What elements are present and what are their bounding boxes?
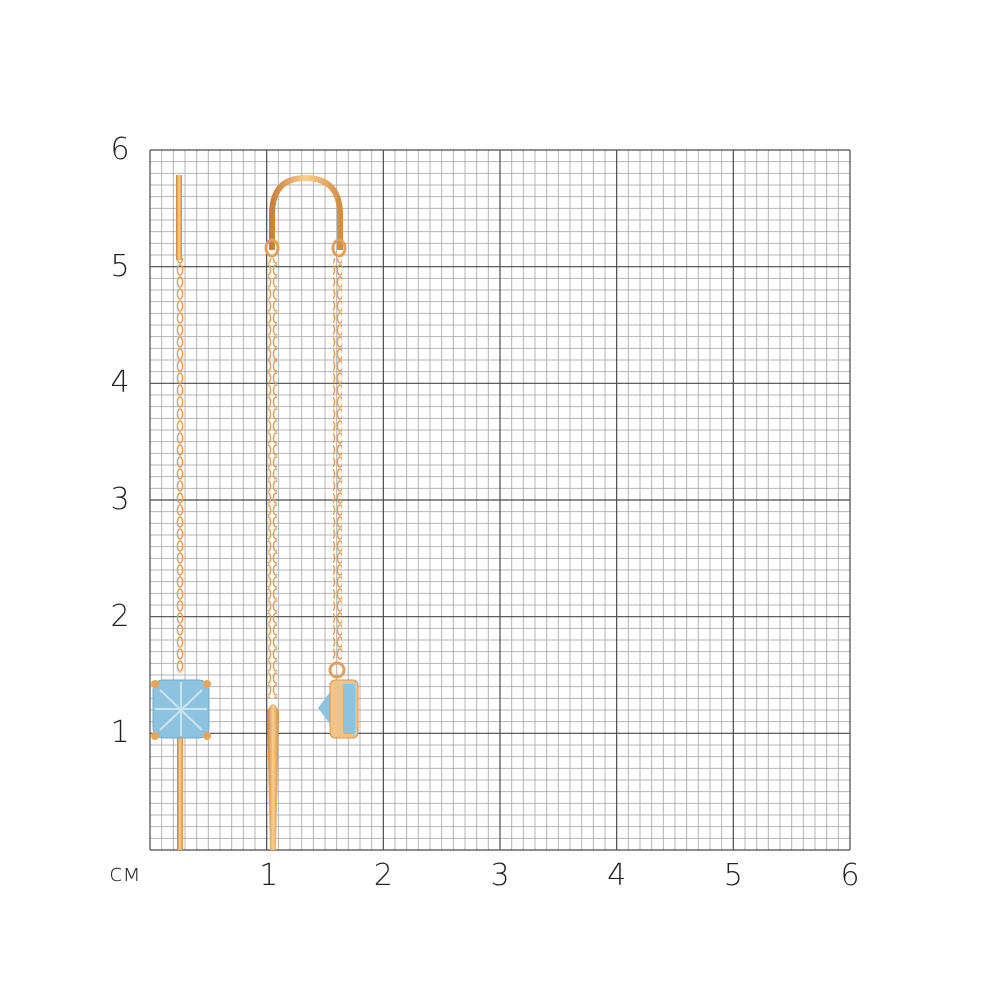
x-axis-tick-label: 6 (840, 858, 860, 893)
y-axis-tick-label: 1 (110, 715, 130, 751)
side-topaz-stone (318, 679, 359, 739)
unit-label: см (109, 859, 141, 887)
right-earring (264, 174, 359, 850)
x-axis-tick-label: 2 (373, 858, 393, 893)
x-axis-tick-label: 4 (607, 858, 627, 893)
x-axis-tick-label: 3 (490, 858, 510, 893)
y-axis-tick-label: 6 (110, 132, 130, 167)
x-axis-tick-label: 5 (723, 858, 743, 893)
x-axis-tick-label: 1 (259, 858, 279, 893)
y-axis-tick-label: 3 (110, 482, 130, 517)
left-earring (151, 175, 211, 850)
y-axis-tick-label: 5 (110, 248, 130, 284)
square-topaz-stone (151, 679, 211, 740)
y-axis-tick-label: 2 (110, 598, 130, 634)
y-axis-tick-label: 4 (110, 365, 130, 401)
